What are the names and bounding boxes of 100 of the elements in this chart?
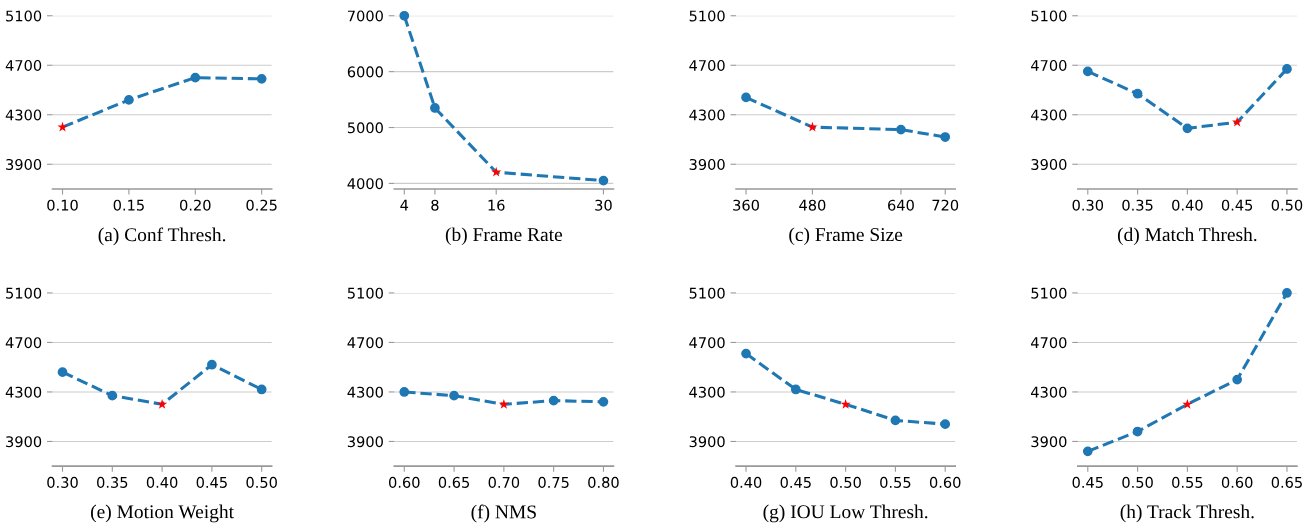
y-tick-label: 3900 (6, 436, 42, 448)
x-tick-label: 0.35 (1122, 199, 1153, 211)
x-tick-label: 4 (400, 199, 409, 211)
y-tick-label: 4300 (1031, 109, 1067, 121)
x-tick-label: 0.50 (246, 476, 277, 488)
x-tick-label: 0.65 (1271, 476, 1302, 488)
point (1082, 66, 1093, 77)
x-tick-label: 0.75 (538, 476, 569, 488)
y-tick-label: 4700 (5, 337, 42, 349)
y-tick-label: 5000 (347, 122, 383, 134)
point (1082, 446, 1093, 457)
y-tick-label: 4700 (689, 59, 725, 71)
point (57, 121, 68, 132)
point (256, 74, 267, 84)
y-tick-label: 4700 (689, 337, 725, 349)
x-tick-label: 0.40 (1172, 199, 1203, 211)
y-tick-label: 3900 (347, 436, 383, 448)
y-tick-label: 4700 (347, 337, 383, 349)
y-tick-label: 4300 (5, 386, 42, 398)
y-tick-label: 3900 (6, 158, 42, 170)
y-tick-label: 4700 (1031, 337, 1067, 349)
point (107, 390, 118, 401)
y-tick-label: 4700 (1031, 59, 1067, 71)
point (1132, 426, 1143, 437)
x-tick-label: 0.45 (196, 476, 227, 488)
x-tick-label: 0.65 (438, 476, 470, 488)
point (790, 384, 801, 395)
y-tick-label: 5100 (689, 10, 725, 22)
y-tick-label: 4700 (5, 59, 42, 71)
x-tick-label: 0.80 (588, 476, 619, 488)
y-tick-label: 4300 (689, 386, 725, 398)
y-tick-label: 5100 (1031, 10, 1067, 22)
x-tick-label: 0.45 (1221, 199, 1253, 211)
y-tick-label: 5100 (689, 287, 725, 299)
y-tick-label: 5100 (1031, 287, 1067, 299)
y-tick-label: 3900 (1031, 436, 1067, 448)
point (741, 92, 751, 103)
x-axis-title: (h) Track Thresh. (1120, 504, 1254, 523)
y-tick-label: 5100 (6, 10, 42, 22)
y-tick-label: 4300 (347, 386, 383, 398)
point (1182, 398, 1193, 409)
point (940, 419, 951, 429)
x-tick-label: 0.70 (488, 476, 520, 488)
x-tick-label: 16 (488, 199, 505, 211)
x-axis-title: (b) Frame Rate (445, 227, 563, 246)
x-tick-label: 0.55 (1172, 476, 1203, 488)
x-tick-label: 0.60 (389, 476, 420, 488)
y-tick-label: 3900 (689, 158, 725, 170)
x-axis-title: (c) Frame Size (789, 227, 903, 246)
point (156, 398, 168, 409)
point (256, 384, 267, 395)
point (940, 132, 951, 142)
x-tick-label: 0.15 (113, 199, 144, 211)
x-tick-label: 360 (733, 199, 759, 211)
x-tick-label: 0.35 (97, 476, 128, 488)
x-tick-label: 0.55 (880, 476, 911, 488)
y-tick-label: 7000 (347, 10, 383, 22)
y-tick-label: 4300 (5, 109, 42, 121)
point (1232, 374, 1243, 385)
x-tick-label: 0.40 (146, 476, 178, 488)
x-axis-title: (a) Conf Thresh. (98, 227, 226, 246)
point (1132, 88, 1143, 99)
x-tick-label: 720 (932, 199, 959, 211)
point (598, 175, 609, 186)
point (890, 415, 901, 426)
x-tick-label: 8 (431, 199, 439, 211)
point (57, 367, 68, 378)
y-tick-label: 4300 (1031, 386, 1067, 398)
y-tick-label: 6000 (347, 66, 383, 78)
x-tick-label: 640 (888, 199, 914, 211)
x-tick-label: 0.50 (1122, 476, 1153, 488)
point (190, 72, 201, 83)
x-tick-label: 0.50 (830, 476, 861, 488)
y-tick-label: 3900 (689, 436, 725, 448)
point (896, 124, 906, 135)
point (207, 359, 217, 370)
y-tick-label: 3900 (1031, 158, 1067, 170)
point (840, 398, 851, 409)
y-tick-label: 5100 (6, 287, 42, 299)
point (491, 166, 502, 177)
point (807, 121, 818, 132)
y-tick-label: 4300 (689, 109, 725, 121)
x-tick-label: 480 (799, 199, 826, 211)
point (1282, 288, 1292, 298)
x-axis-title: (e) Motion Weight (91, 504, 234, 523)
x-tick-label: 0.40 (730, 476, 762, 488)
x-tick-label: 0.30 (1072, 199, 1104, 211)
point (1182, 123, 1193, 134)
point (1282, 64, 1292, 74)
x-tick-label: 0.10 (47, 199, 78, 211)
point (124, 95, 134, 105)
x-tick-label: 0.25 (246, 199, 277, 211)
x-tick-label: 30 (595, 199, 612, 211)
point (430, 103, 440, 113)
x-tick-label: 0.30 (47, 476, 78, 488)
point (741, 348, 751, 359)
x-axis-title: (d) Match Thresh. (1117, 227, 1257, 246)
point (399, 10, 410, 21)
x-tick-label: 0.20 (180, 199, 211, 211)
y-tick-label: 5100 (347, 287, 383, 299)
